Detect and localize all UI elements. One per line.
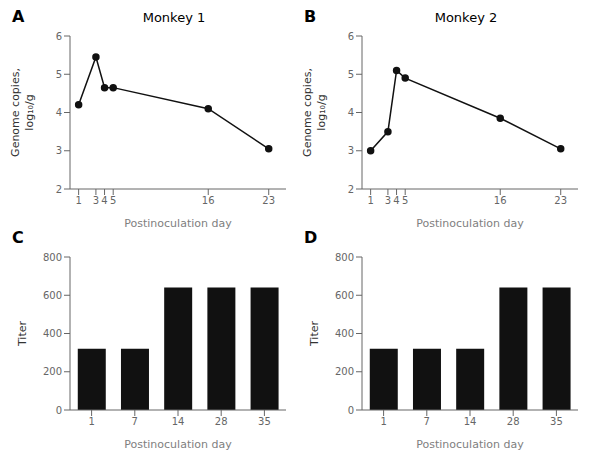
svg-text:800: 800 bbox=[43, 252, 62, 263]
html-text:A: A bbox=[12, 7, 25, 26]
svg-text:28: 28 bbox=[215, 416, 228, 427]
svg-text:6: 6 bbox=[56, 31, 62, 42]
svg-text:Genome copies,log₁₀/g: Genome copies,log₁₀/g bbox=[9, 68, 35, 157]
svg-text:23: 23 bbox=[554, 195, 567, 206]
svg-text:Postinoculation day: Postinoculation day bbox=[124, 217, 232, 229]
svg-text:5: 5 bbox=[56, 69, 62, 80]
svg-text:7: 7 bbox=[424, 416, 430, 427]
svg-text:1: 1 bbox=[380, 416, 386, 427]
svg-text:600: 600 bbox=[335, 290, 354, 301]
svg-text:6: 6 bbox=[348, 31, 354, 42]
svg-text:3: 3 bbox=[348, 145, 354, 156]
svg-text:16: 16 bbox=[202, 195, 215, 206]
svg-text:2: 2 bbox=[348, 184, 354, 195]
svg-text:4: 4 bbox=[393, 195, 399, 206]
svg-text:1: 1 bbox=[75, 195, 81, 206]
svg-text:3: 3 bbox=[56, 145, 62, 156]
svg-text:Titer: Titer bbox=[16, 321, 29, 348]
svg-text:4: 4 bbox=[101, 195, 107, 206]
svg-text:4: 4 bbox=[56, 107, 62, 118]
svg-text:800: 800 bbox=[335, 252, 354, 263]
svg-text:3: 3 bbox=[385, 195, 391, 206]
svg-text:Titer: Titer bbox=[308, 321, 321, 348]
svg-text:4: 4 bbox=[348, 107, 354, 118]
svg-text:14: 14 bbox=[464, 416, 477, 427]
svg-text:5: 5 bbox=[110, 195, 116, 206]
svg-text:200: 200 bbox=[335, 366, 354, 377]
svg-text:Postinoculation day: Postinoculation day bbox=[416, 438, 524, 450]
svg-text:400: 400 bbox=[43, 328, 62, 339]
svg-text:7: 7 bbox=[132, 416, 138, 427]
svg-text:Postinoculation day: Postinoculation day bbox=[416, 217, 524, 229]
svg-text:5: 5 bbox=[348, 69, 354, 80]
svg-text:23: 23 bbox=[262, 195, 275, 206]
html-text:Monkey 2: Monkey 2 bbox=[434, 10, 498, 25]
svg-text:2: 2 bbox=[56, 184, 62, 195]
svg-text:3: 3 bbox=[93, 195, 99, 206]
svg-text:16: 16 bbox=[494, 195, 507, 206]
svg-text:35: 35 bbox=[550, 416, 563, 427]
svg-text:1: 1 bbox=[88, 416, 94, 427]
svg-text:28: 28 bbox=[507, 416, 520, 427]
svg-text:5: 5 bbox=[402, 195, 408, 206]
svg-text:600: 600 bbox=[43, 290, 62, 301]
svg-text:1: 1 bbox=[367, 195, 373, 206]
svg-text:Postinoculation day: Postinoculation day bbox=[124, 438, 232, 450]
svg-text:200: 200 bbox=[43, 366, 62, 377]
svg-text:0: 0 bbox=[348, 405, 354, 416]
svg-text:Genome copies,log₁₀/g: Genome copies,log₁₀/g bbox=[301, 68, 327, 157]
svg-text:400: 400 bbox=[335, 328, 354, 339]
html-text:B: B bbox=[304, 7, 317, 26]
svg-text:14: 14 bbox=[172, 416, 185, 427]
html-text:D: D bbox=[304, 228, 318, 247]
html-text:C: C bbox=[12, 228, 24, 247]
svg-text:35: 35 bbox=[258, 416, 271, 427]
svg-text:0: 0 bbox=[56, 405, 62, 416]
html-text:Monkey 1: Monkey 1 bbox=[142, 10, 206, 25]
